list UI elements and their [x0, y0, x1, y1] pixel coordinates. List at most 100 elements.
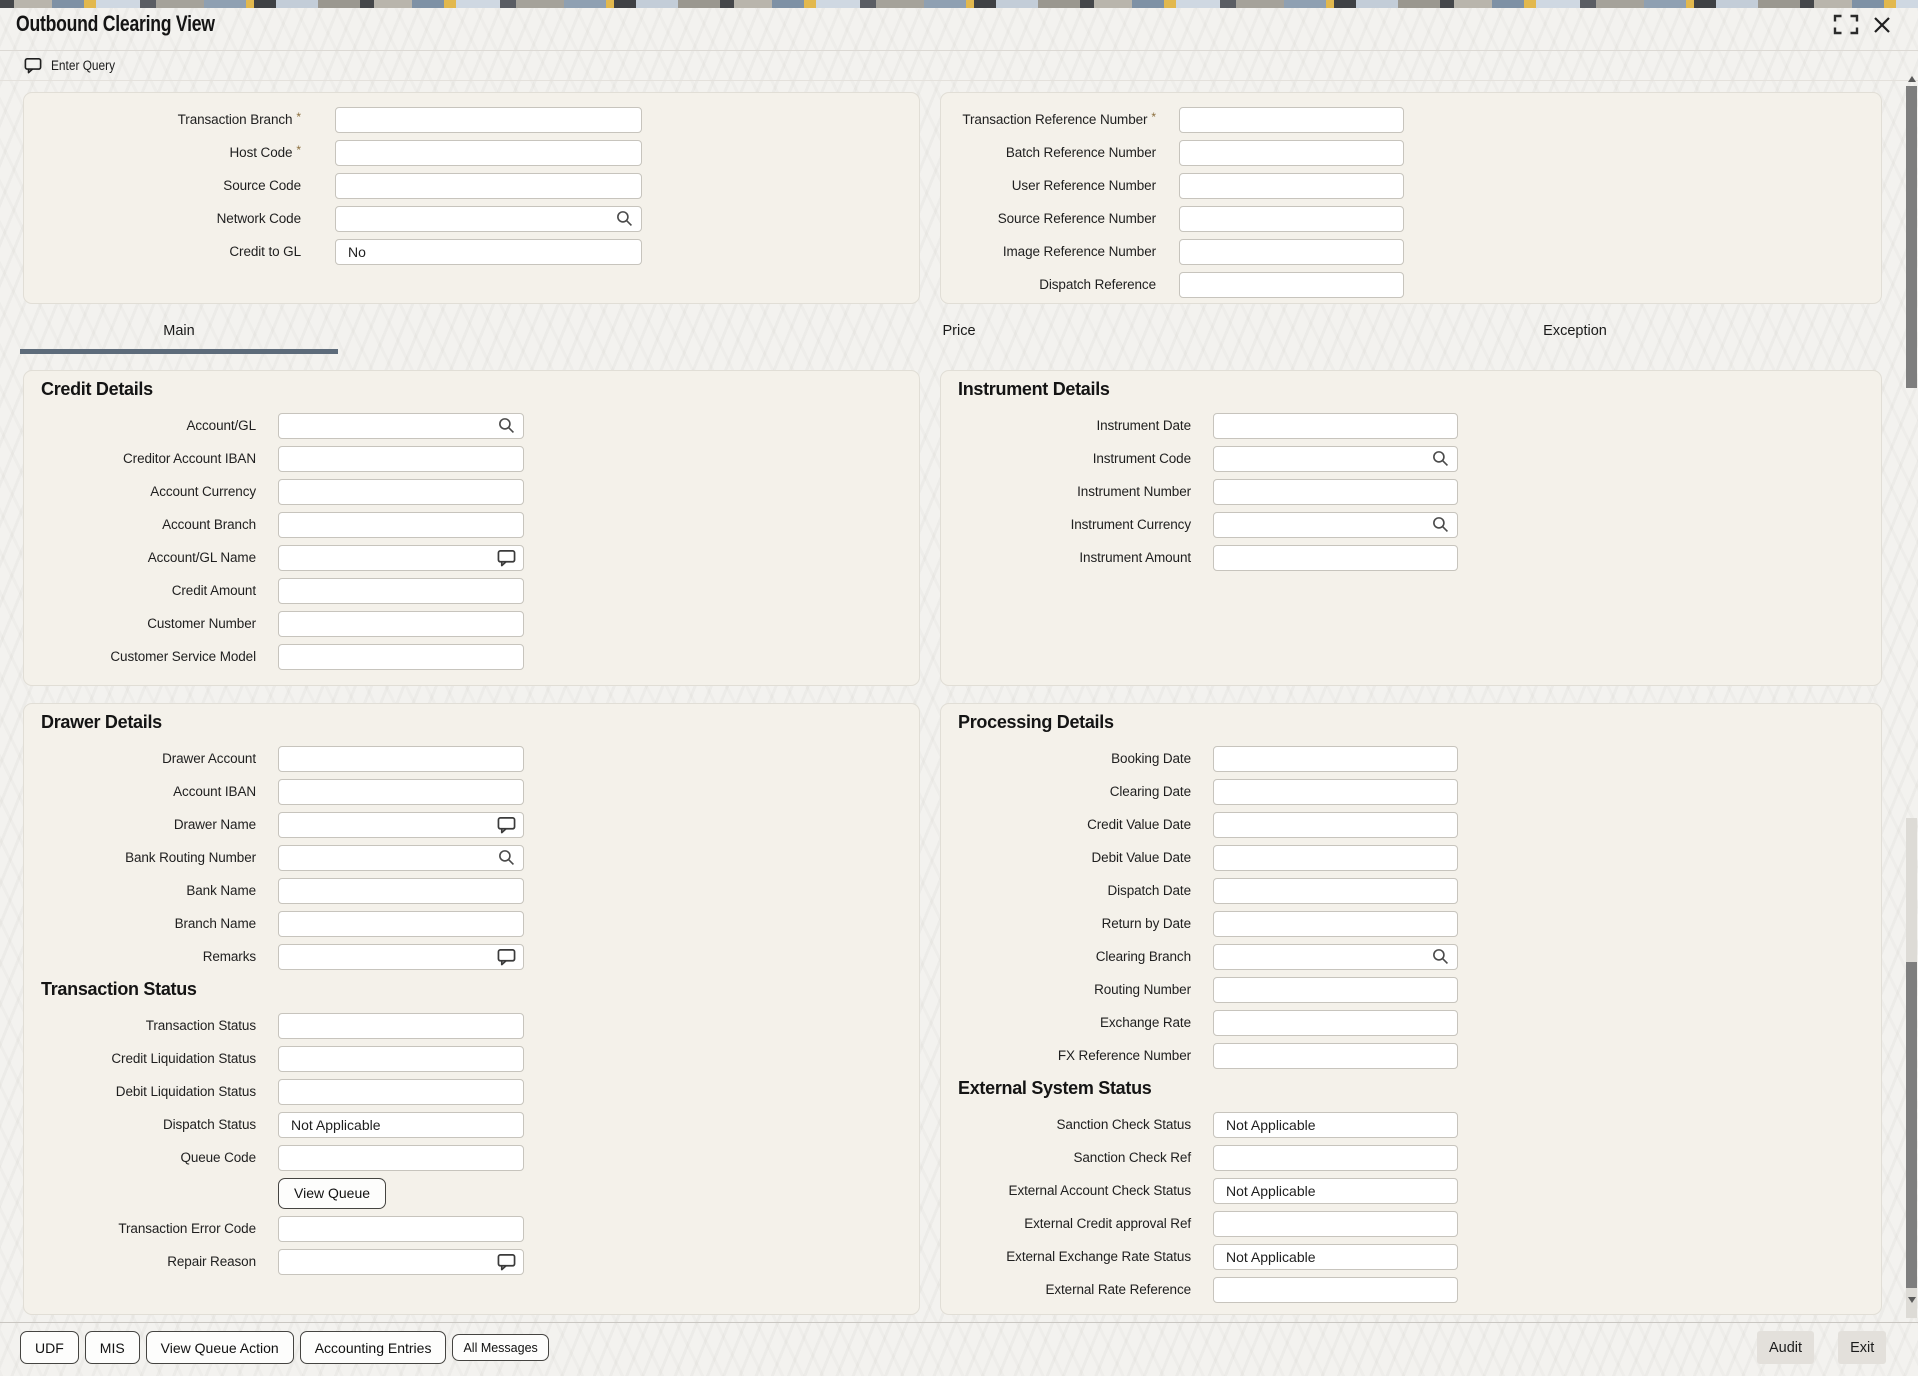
user-reference-number-input[interactable] — [1179, 172, 1404, 199]
instrument-date-input[interactable] — [1213, 412, 1458, 439]
network-code-input[interactable] — [335, 205, 642, 232]
credit-liquidation-status-input[interactable] — [278, 1045, 524, 1072]
dispatch-reference-input[interactable] — [1179, 271, 1404, 298]
dispatch-date-input[interactable] — [1213, 877, 1458, 904]
instrument-code-input[interactable] — [1213, 445, 1458, 472]
external-exchange-rate-status-input[interactable]: Not Applicable — [1213, 1243, 1458, 1270]
maximize-icon[interactable] — [1833, 14, 1859, 40]
scrollbar-thumb-top[interactable] — [1906, 86, 1917, 388]
credit-value-date-input[interactable] — [1213, 811, 1458, 838]
all-messages-button[interactable]: All Messages — [452, 1334, 549, 1361]
transaction-status-fields: Transaction Status Credit Liquidation Sta… — [24, 1009, 919, 1278]
transaction-branch-input[interactable] — [335, 106, 642, 133]
external-credit-approval-ref-input[interactable] — [1213, 1210, 1458, 1237]
account-gl-input[interactable] — [278, 412, 524, 439]
audit-button[interactable]: Audit — [1757, 1331, 1815, 1364]
account-gl-name-input[interactable] — [278, 544, 524, 571]
source-code-input[interactable] — [335, 172, 642, 199]
field-row: Drawer Name — [24, 808, 919, 841]
debit-liquidation-status-input[interactable] — [278, 1078, 524, 1105]
search-icon[interactable] — [497, 848, 516, 867]
creditor-account-iban-input[interactable] — [278, 445, 524, 472]
tab-exception[interactable]: Exception — [1416, 318, 1734, 356]
transaction-error-code-input[interactable] — [278, 1215, 524, 1242]
queue-code-label: Queue Code — [180, 1150, 256, 1165]
queue-code-input[interactable] — [278, 1144, 524, 1171]
routing-number-input[interactable] — [1213, 976, 1458, 1003]
account-gl-name-label: Account/GL Name — [147, 550, 256, 565]
credit-amount-input[interactable] — [278, 577, 524, 604]
comment-bubble-icon[interactable] — [497, 948, 516, 966]
fx-reference-number-input[interactable] — [1213, 1042, 1458, 1069]
exchange-rate-input[interactable] — [1213, 1009, 1458, 1036]
transaction-reference-number-input[interactable] — [1179, 106, 1404, 133]
image-reference-number-input[interactable] — [1179, 238, 1404, 265]
bank-routing-number-input[interactable] — [278, 844, 524, 871]
field-row: Dispatch Reference — [941, 268, 1881, 301]
tab-main[interactable]: Main — [20, 318, 338, 356]
dispatch-status-input[interactable]: Not Applicable — [278, 1111, 524, 1138]
search-icon[interactable] — [1431, 515, 1450, 534]
mis-button[interactable]: MIS — [84, 1331, 140, 1364]
field-row: User Reference Number — [941, 169, 1881, 202]
batch-reference-number-input[interactable] — [1179, 139, 1404, 166]
drawer-account-input[interactable] — [278, 745, 524, 772]
debit-value-date-input[interactable] — [1213, 844, 1458, 871]
comment-bubble-icon[interactable] — [497, 549, 516, 567]
clearing-branch-input[interactable] — [1213, 943, 1458, 970]
customer-number-input[interactable] — [278, 610, 524, 637]
accounting-entries-button[interactable]: Accounting Entries — [299, 1331, 447, 1364]
bank-name-input[interactable] — [278, 877, 524, 904]
clearing-date-input[interactable] — [1213, 778, 1458, 805]
field-row: Network Code — [24, 202, 919, 235]
sanction-check-ref-input[interactable] — [1213, 1144, 1458, 1171]
field-row: Sanction Check Ref — [941, 1141, 1881, 1174]
tab-price[interactable]: Price — [800, 318, 1118, 356]
branch-name-input[interactable] — [278, 910, 524, 937]
search-icon[interactable] — [1431, 449, 1450, 468]
instrument-amount-input[interactable] — [1213, 544, 1458, 571]
vertical-scrollbar[interactable] — [1906, 0, 1918, 1376]
booking-date-input[interactable] — [1213, 745, 1458, 772]
remarks-input[interactable] — [278, 943, 524, 970]
account-iban-input[interactable] — [278, 778, 524, 805]
close-icon[interactable] — [1872, 15, 1892, 40]
comment-bubble-icon[interactable] — [497, 816, 516, 834]
credit-value-date-label: Credit Value Date — [1087, 817, 1191, 832]
decorative-pattern-strip — [0, 0, 1918, 8]
account-branch-input[interactable] — [278, 511, 524, 538]
drawer-name-input[interactable] — [278, 811, 524, 838]
instrument-currency-input[interactable] — [1213, 511, 1458, 538]
external-account-check-status-label: External Account Check Status — [1008, 1183, 1192, 1198]
processing-details-heading: Processing Details — [958, 712, 1114, 732]
view-queue-action-button[interactable]: View Queue Action — [145, 1331, 294, 1364]
customer-service-model-input[interactable] — [278, 643, 524, 670]
enter-query-button[interactable]: Enter Query — [24, 54, 124, 76]
search-icon[interactable] — [615, 209, 634, 228]
search-icon[interactable] — [1431, 947, 1450, 966]
credit-to-gl-input[interactable]: No — [335, 238, 642, 265]
field-row: Instrument Currency — [941, 508, 1881, 541]
repair-reason-input[interactable] — [278, 1248, 524, 1275]
tab-price-label: Price — [942, 323, 976, 339]
account-currency-input[interactable] — [278, 478, 524, 505]
search-icon[interactable] — [497, 416, 516, 435]
return-by-date-input[interactable] — [1213, 910, 1458, 937]
transaction-status-input[interactable] — [278, 1012, 524, 1039]
source-reference-number-input[interactable] — [1179, 205, 1404, 232]
view-queue-button[interactable]: View Queue — [278, 1177, 387, 1209]
header-divider — [0, 50, 1918, 51]
external-account-check-status-input[interactable]: Not Applicable — [1213, 1177, 1458, 1204]
field-row: Account Branch — [24, 508, 919, 541]
external-rate-reference-input[interactable] — [1213, 1276, 1458, 1303]
sanction-check-status-input[interactable]: Not Applicable — [1213, 1111, 1458, 1138]
exit-button[interactable]: Exit — [1838, 1331, 1887, 1364]
scrollbar-thumb-bottom[interactable] — [1906, 962, 1917, 1288]
comment-bubble-icon[interactable] — [497, 1253, 516, 1271]
scroll-down-arrow-icon[interactable] — [1908, 1297, 1916, 1303]
scroll-up-arrow-icon[interactable] — [1908, 76, 1916, 82]
external-exchange-rate-status-label: External Exchange Rate Status — [1006, 1249, 1191, 1264]
instrument-number-input[interactable] — [1213, 478, 1458, 505]
udf-button[interactable]: UDF — [20, 1331, 79, 1364]
host-code-input[interactable] — [335, 139, 642, 166]
